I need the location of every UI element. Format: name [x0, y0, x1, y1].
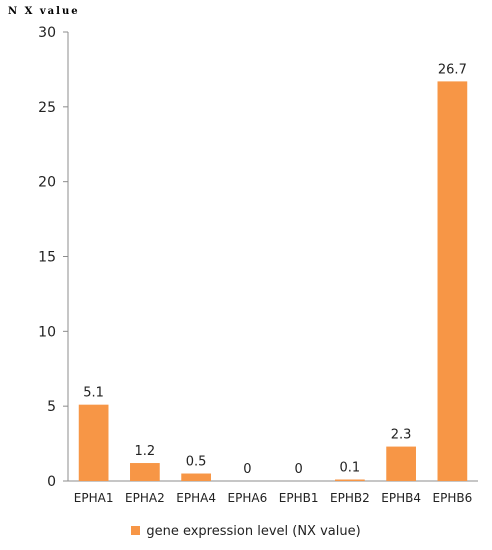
legend: gene expression level (NX value): [0, 524, 492, 539]
bar: [386, 446, 416, 481]
x-tick-label: EPHA4: [176, 491, 216, 505]
y-tick-label: 30: [38, 25, 56, 41]
data-label: 2.3: [391, 428, 412, 443]
legend-swatch: [131, 526, 141, 535]
data-label: 0: [294, 462, 302, 477]
y-tick-label: 10: [38, 324, 56, 340]
bar: [437, 81, 468, 481]
bar: [130, 463, 160, 481]
y-tick-label: 0: [47, 474, 56, 490]
bar: [335, 479, 365, 481]
x-tick-label: EPHB6: [433, 491, 473, 505]
x-tick-label: EPHA6: [228, 491, 268, 505]
bar: [78, 404, 109, 481]
y-tick-label: 15: [38, 250, 56, 266]
data-label: 1.2: [135, 444, 156, 459]
y-tick-label: 20: [38, 175, 56, 191]
data-label: 0.1: [340, 461, 361, 476]
x-tick-label: EPHA1: [74, 491, 114, 505]
legend-label: gene expression level (NX value): [146, 524, 361, 539]
x-tick-label: EPHB2: [330, 491, 370, 505]
y-tick-label: 25: [38, 100, 56, 116]
data-label: 5.1: [83, 386, 104, 401]
data-label: 0: [243, 462, 251, 477]
data-label: 0.5: [186, 455, 207, 470]
x-tick-label: EPHB4: [381, 491, 421, 505]
y-axis-label: N X value: [8, 6, 80, 17]
x-tick-label: EPHB1: [279, 491, 319, 505]
y-tick-label: 5: [47, 399, 56, 415]
bar: [181, 473, 211, 481]
x-tick-label: EPHA2: [125, 491, 165, 505]
data-label: 26.7: [438, 62, 467, 77]
